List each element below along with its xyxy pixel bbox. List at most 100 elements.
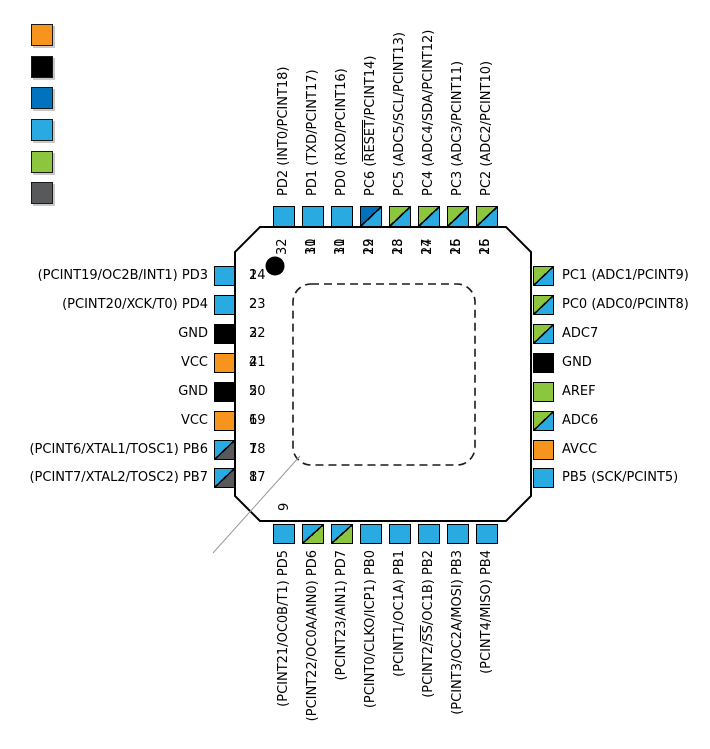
- pin-number-ghost: 13: [391, 238, 406, 255]
- pin-number-top-7: 25 16: [478, 238, 494, 255]
- pin-number-top-3: 29 12: [362, 238, 378, 255]
- pin-label-left-1: (PCINT20/XCK/T0) PD4: [62, 297, 208, 312]
- pin-label-bottom-2: (PCINT23/AIN1) PD7: [334, 550, 349, 681]
- legend-swatch-green: [31, 151, 53, 173]
- pin-number-left-5: 6 19: [249, 412, 266, 429]
- pin-pad-left-6: [214, 440, 235, 460]
- pin-pad-right-3: [533, 353, 554, 373]
- pin-pad-bottom-7: [476, 524, 498, 544]
- pin-label-left-7: (PCINT7/XTAL2/TOSC2) PB7: [29, 470, 208, 485]
- pin-pad-top-2: [331, 206, 353, 227]
- pin-number-left-1: 2 23: [249, 296, 266, 313]
- pin-number: 5: [249, 384, 258, 399]
- pin-label-left-6: (PCINT6/XTAL1/TOSC1) PB6: [29, 442, 208, 457]
- pin-number-top-4: 28 13: [391, 238, 407, 255]
- pin-number-left-2: 3 22: [249, 325, 266, 342]
- pin-number: 8: [249, 470, 258, 485]
- pin-label-bottom-4: (PCINT1/OC1A) PB1: [392, 550, 407, 677]
- pin-number-ghost: 20: [249, 384, 266, 399]
- pin-number-corner: 9: [277, 502, 292, 511]
- pin-label-bottom-1: (PCINT22/OC0A/AIN0) PD6: [305, 550, 320, 722]
- pin-number-ghost: 18: [249, 442, 266, 457]
- legend-swatch-blue: [31, 87, 53, 109]
- pin-pad-right-4: [533, 382, 554, 402]
- pin-label-right-1: PC0 (ADC0/PCINT8): [562, 297, 689, 312]
- pin-pad-bottom-3: [360, 524, 382, 544]
- pin-pad-bottom-4: [389, 524, 411, 544]
- pin-pad-top-5: [418, 206, 440, 227]
- pin-number-left-7: 8 17: [249, 469, 266, 486]
- pin-number-ghost: 16: [478, 238, 493, 255]
- package-outline: [234, 226, 532, 522]
- pin-label-left-0: (PCINT19/OC2B/INT1) PD3: [37, 268, 208, 283]
- pin-number: 7: [249, 442, 258, 457]
- pin-pad-left-7: [214, 468, 235, 488]
- pin-label-top-1: PD1 (TXD/PCINT17): [305, 69, 320, 196]
- pin-number-ghost: 19: [249, 413, 266, 428]
- pin-number-top-0: 32: [275, 238, 291, 255]
- pin-pad-bottom-5: [418, 524, 440, 544]
- pin-label-left-5: VCC: [180, 413, 208, 428]
- pin-label-top-4: PC5 (ADC5/SCL/PCINT13): [392, 31, 407, 196]
- pin-pad-bottom-0: [273, 524, 295, 544]
- pin-number: 1: [249, 268, 258, 283]
- pin-label-top-5: PC4 (ADC4/SDA/PCINT12): [421, 29, 436, 196]
- die-pad-outline: [292, 283, 476, 466]
- pin-number-ghost: 10: [304, 238, 319, 255]
- pin-number-ghost: 21: [249, 355, 266, 370]
- pin-label-top-2: PD0 (RXD/PCINT16): [334, 68, 349, 196]
- legend-swatch-gray: [31, 182, 53, 204]
- pin-number-ghost: 23: [249, 297, 266, 312]
- pin-pad-right-6: [533, 440, 554, 460]
- pin-label-right-3: GND: [562, 355, 592, 370]
- pin-number: 3: [249, 326, 258, 341]
- pin-number-left-0: 1 24: [249, 267, 266, 284]
- pin-number-top-2: 30 11: [333, 238, 349, 255]
- pin-label-right-0: PC1 (ADC1/PCINT9): [562, 268, 689, 283]
- pin-number-top-6: 26 15: [449, 238, 465, 255]
- pin-pad-right-1: [533, 295, 554, 315]
- pin-label-left-3: VCC: [180, 355, 208, 370]
- pin-number-ghost: 12: [362, 238, 377, 255]
- pin-pad-top-3: [360, 206, 382, 227]
- pin-label-bottom-0: (PCINT21/OC0B/T1) PD5: [276, 550, 291, 707]
- pin-pad-right-7: [533, 468, 554, 488]
- pin-label-top-0: PD2 (INT0/PCINT18): [276, 66, 291, 196]
- legend-swatch-black: [31, 56, 53, 78]
- pin-number: 4: [249, 355, 258, 370]
- legend-swatch-cyan: [31, 119, 53, 141]
- pin-number-ghost: 14: [420, 238, 435, 255]
- corner-leader-line: [212, 455, 301, 554]
- pin-pad-bottom-1: [302, 524, 324, 544]
- pin-pad-top-6: [447, 206, 469, 227]
- pin-pad-right-0: [533, 266, 554, 286]
- pin-label-right-6: AVCC: [562, 442, 598, 457]
- pin-pad-right-5: [533, 411, 554, 431]
- pin-pad-left-2: [214, 324, 235, 344]
- pin-number-left-3: 4 21: [249, 354, 266, 371]
- pin-number-ghost: 22: [249, 326, 266, 341]
- pin-pad-top-0: [273, 206, 295, 227]
- pin-label-right-5: ADC6: [562, 413, 599, 428]
- pin-number-ghost: 11: [333, 238, 348, 255]
- pin-pad-bottom-6: [447, 524, 469, 544]
- pin-pad-left-3: [214, 353, 235, 373]
- pin-label-bottom-5: (PCINT2/SS/OC1B) PB2: [421, 550, 436, 698]
- pin-number-left-4: 5 20: [249, 383, 266, 400]
- pin-label-bottom-3: (PCINT0/CLKO/ICP1) PB0: [363, 550, 378, 709]
- pin-label-top-7: PC2 (ADC2/PCINT10): [479, 60, 494, 196]
- pin-label-top-6: PC3 (ADC3/PCINT11): [450, 60, 465, 196]
- pin-number-top-5: 27 14: [420, 238, 436, 255]
- legend-swatch-orange: [31, 24, 53, 46]
- pin-number-left-6: 7 18: [249, 441, 266, 458]
- pin-pad-bottom-2: [331, 524, 353, 544]
- pin-label-right-2: ADC7: [562, 326, 599, 341]
- pin1-dot-icon: [265, 256, 285, 276]
- pin-pad-right-2: [533, 324, 554, 344]
- pin-label-left-4: GND: [178, 384, 208, 399]
- pin-number-ghost: 15: [449, 238, 464, 255]
- pin-pad-top-4: [389, 206, 411, 227]
- pin-pad-left-0: [214, 266, 235, 286]
- pin-number: 6: [249, 413, 258, 428]
